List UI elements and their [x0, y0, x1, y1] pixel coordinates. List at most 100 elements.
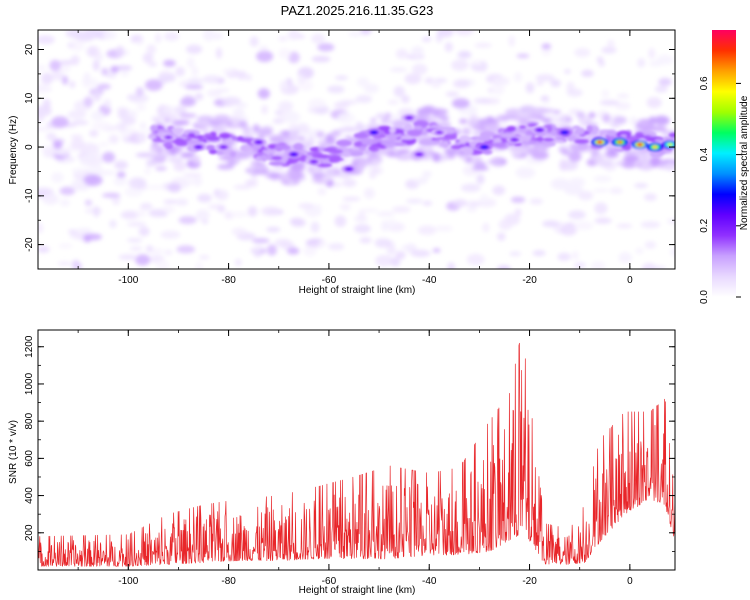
peak-core: [220, 145, 227, 149]
spectrogram-y-label: Frequency (Hz): [8, 116, 19, 185]
noise-blob: [348, 32, 363, 37]
noise-blob: [317, 187, 327, 196]
noise-blob: [140, 121, 147, 131]
noise-blob: [38, 83, 50, 91]
ridge-blob: [606, 129, 617, 137]
noise-blob: [261, 104, 268, 115]
snr-series-line: [38, 342, 675, 567]
ridge-blob: [519, 125, 527, 129]
noise-blob: [156, 260, 170, 269]
noise-blob: [311, 33, 325, 44]
noise-blob: [314, 203, 322, 214]
ridge-blob: [208, 149, 218, 155]
noise-blob: [492, 185, 506, 196]
band-blob: [519, 105, 537, 114]
ridge-blob: [575, 128, 585, 135]
noise-blob: [557, 252, 571, 262]
ridge-blob: [527, 123, 538, 128]
noise-blob: [452, 79, 471, 89]
noise-blob: [413, 177, 428, 185]
ridge-blob: [316, 154, 330, 159]
band-blob: [321, 175, 331, 183]
noise-blob: [497, 232, 506, 241]
noise-blob: [163, 59, 176, 67]
noise-blob: [93, 90, 101, 102]
noise-blob: [278, 100, 294, 112]
band-blob: [242, 126, 252, 133]
band-blob: [565, 117, 573, 123]
noise-blob: [130, 34, 143, 41]
noise-blob: [43, 148, 56, 159]
band-blob: [325, 134, 334, 142]
band-blob: [268, 173, 281, 178]
noise-blob: [136, 103, 146, 111]
noise-blob: [155, 166, 167, 171]
band-blob: [316, 131, 325, 138]
noise-blob: [197, 193, 212, 203]
colorbar-tick-label: 0.2: [699, 218, 710, 232]
noise-blob: [334, 75, 349, 80]
noise-blob: [58, 243, 73, 249]
noise-blob: [89, 129, 99, 138]
ridge-blob: [439, 142, 449, 147]
band-blob: [169, 146, 177, 156]
ridge-blob: [317, 163, 333, 168]
noise-blob: [451, 59, 469, 71]
ridge-blob: [368, 146, 378, 151]
ridge-blob: [328, 149, 344, 154]
noise-blob: [550, 79, 561, 88]
noise-blob: [57, 148, 71, 156]
noise-blob: [410, 249, 431, 258]
ridge-blob: [413, 125, 423, 130]
noise-blob: [564, 185, 584, 196]
noise-blob: [644, 193, 657, 201]
noise-blob: [178, 216, 197, 225]
noise-blob: [290, 218, 306, 228]
chart-title: PAZ1.2025.216.11.35.G23: [281, 3, 434, 18]
x-tick-label: -40: [422, 576, 437, 587]
noise-blob: [184, 84, 204, 90]
noise-blob: [126, 221, 147, 227]
noise-blob: [137, 132, 147, 143]
band-blob: [336, 128, 345, 134]
noise-blob: [421, 36, 432, 42]
noise-blob: [513, 71, 523, 83]
band-blob: [252, 165, 269, 171]
peak-core: [371, 130, 377, 134]
noise-blob: [146, 245, 154, 252]
band-blob: [538, 108, 555, 113]
noise-blob: [387, 100, 399, 105]
noise-blob: [57, 261, 72, 266]
noise-blob: [142, 52, 154, 64]
noise-blob: [233, 184, 252, 190]
colorbar-tick-label: 0.0: [699, 290, 710, 304]
peak-core: [597, 140, 603, 144]
noise-blob: [135, 87, 144, 97]
band-blob: [356, 158, 367, 168]
colorbar-tick-label: 0.6: [699, 76, 710, 90]
noise-blob: [564, 222, 576, 227]
noise-blob: [509, 251, 522, 257]
band-blob: [602, 113, 611, 123]
noise-blob: [260, 206, 281, 216]
noise-blob: [128, 93, 149, 103]
ridge-blob: [353, 132, 369, 139]
noise-blob: [158, 113, 178, 122]
peak-core: [637, 143, 643, 147]
band-blob: [348, 136, 357, 143]
noise-blob: [339, 203, 352, 210]
noise-blob: [480, 193, 489, 203]
noise-blob: [637, 58, 646, 68]
ridge-blob: [293, 143, 304, 151]
y-tick-label: -20: [24, 237, 35, 252]
noise-blob: [154, 33, 162, 44]
noise-blob: [69, 233, 81, 239]
noise-blob: [372, 167, 379, 174]
noise-blob: [217, 205, 226, 213]
noise-blob: [395, 250, 406, 260]
y-tick-label: 200: [24, 524, 35, 541]
noise-blob: [101, 192, 121, 198]
noise-blob: [75, 32, 95, 42]
noise-blob: [327, 87, 345, 94]
noise-blob: [496, 265, 511, 269]
